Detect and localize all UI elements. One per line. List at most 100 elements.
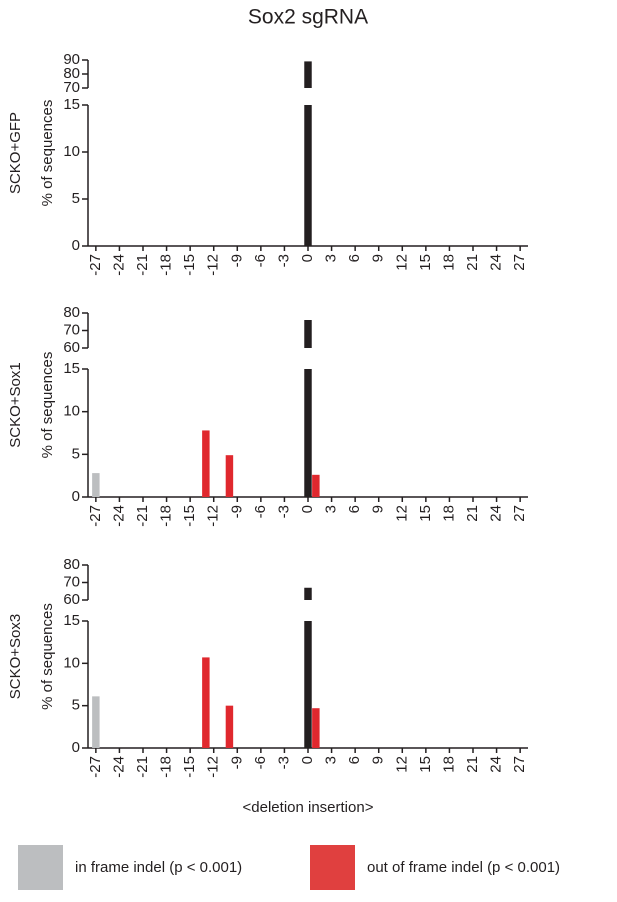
x-tick-label: 3	[323, 254, 340, 262]
x-tick-label: -3	[275, 756, 292, 769]
x-tick-label: -15	[181, 756, 198, 778]
x-tick-label: -21	[134, 505, 151, 527]
y-tick-label: 15	[63, 360, 80, 377]
bar	[92, 473, 100, 497]
x-tick-label: 6	[346, 756, 363, 764]
bar	[202, 430, 210, 497]
x-tick-label: -15	[181, 505, 198, 527]
x-tick-label: -24	[110, 756, 127, 778]
legend-label: out of frame indel (p < 0.001)	[367, 859, 560, 876]
y-tick-label: 10	[63, 403, 80, 420]
chart-title: Sox2 sgRNA	[248, 6, 368, 29]
y-tick-label: 80	[63, 65, 80, 82]
x-tick-label: 27	[511, 505, 528, 522]
x-tick-label: 27	[511, 254, 528, 271]
x-tick-label: 21	[464, 756, 481, 773]
x-tick-label: 24	[488, 505, 505, 522]
y-tick-label: 70	[63, 573, 80, 590]
x-tick-label: 0	[299, 254, 316, 262]
bar	[225, 705, 234, 748]
x-tick-label: -9	[228, 505, 245, 518]
y-tick-label: 10	[63, 143, 80, 160]
y-axis-label: % of sequences	[39, 603, 56, 710]
x-tick-label: 12	[393, 505, 410, 522]
x-tick-label: 12	[393, 254, 410, 271]
row-label: SCKO+Sox3	[7, 614, 24, 699]
legend-swatch	[310, 845, 355, 890]
x-tick-label: 12	[393, 756, 410, 773]
y-tick-label: 10	[63, 654, 80, 671]
x-tick-label: -18	[158, 254, 175, 276]
x-tick-label: -24	[110, 254, 127, 276]
x-tick-label: 18	[440, 756, 457, 773]
legend-label: in frame indel (p < 0.001)	[75, 859, 242, 876]
x-tick-label: 0	[299, 505, 316, 513]
x-tick-label: -18	[158, 756, 175, 778]
y-axis-label: % of sequences	[39, 352, 56, 459]
x-tick-label: 27	[511, 756, 528, 773]
row-label: SCKO+Sox1	[7, 362, 24, 447]
y-tick-label: 70	[63, 321, 80, 338]
x-tick-label: -27	[87, 505, 104, 527]
x-tick-label: 0	[299, 756, 316, 764]
x-tick-label: -27	[87, 756, 104, 778]
y-tick-label: 60	[63, 339, 80, 356]
legend-swatch	[18, 845, 63, 890]
y-tick-label: 15	[63, 612, 80, 629]
x-tick-label: -12	[205, 505, 222, 527]
x-tick-label: -15	[181, 254, 198, 276]
x-tick-label: -21	[134, 254, 151, 276]
x-axis-label: <deletion insertion>	[243, 799, 374, 816]
y-tick-label: 0	[72, 237, 80, 254]
y-tick-label: 0	[72, 488, 80, 505]
x-tick-label: 15	[417, 505, 434, 522]
x-tick-label: 9	[370, 505, 387, 513]
y-tick-label: 5	[72, 190, 80, 207]
x-tick-label: -24	[110, 505, 127, 527]
x-tick-label: -3	[275, 254, 292, 267]
y-tick-label: 60	[63, 591, 80, 608]
y-tick-label: 5	[72, 697, 80, 714]
bar	[225, 455, 234, 497]
bar	[202, 657, 210, 748]
bar-lower	[304, 105, 312, 246]
x-tick-label: 18	[440, 254, 457, 271]
y-tick-label: 90	[63, 51, 80, 68]
x-tick-label: 3	[323, 756, 340, 764]
x-tick-label: 15	[417, 756, 434, 773]
bar-upper	[304, 320, 312, 348]
row-label: SCKO+GFP	[7, 112, 24, 194]
x-tick-label: -3	[275, 505, 292, 518]
x-tick-label: -9	[228, 254, 245, 267]
x-tick-label: 9	[370, 254, 387, 262]
x-tick-label: -27	[87, 254, 104, 276]
x-tick-label: -6	[252, 505, 269, 518]
x-tick-label: 6	[346, 254, 363, 262]
y-tick-label: 15	[63, 96, 80, 113]
x-tick-label: -21	[134, 756, 151, 778]
x-tick-label: -6	[252, 254, 269, 267]
bar	[92, 696, 100, 748]
y-tick-label: 0	[72, 739, 80, 756]
bar	[312, 708, 320, 748]
x-tick-label: -18	[158, 505, 175, 527]
y-tick-label: 80	[63, 304, 80, 321]
x-tick-label: -12	[205, 254, 222, 276]
bar-upper	[304, 61, 312, 88]
y-axis-label: % of sequences	[39, 100, 56, 207]
y-tick-label: 70	[63, 79, 80, 96]
x-tick-label: 21	[464, 254, 481, 271]
x-tick-label: 6	[346, 505, 363, 513]
x-tick-label: -6	[252, 756, 269, 769]
bar-lower	[304, 621, 312, 748]
bar-lower	[304, 369, 312, 497]
x-tick-label: -12	[205, 756, 222, 778]
x-tick-label: -9	[228, 756, 245, 769]
y-tick-label: 80	[63, 556, 80, 573]
x-tick-label: 18	[440, 505, 457, 522]
x-tick-label: 3	[323, 505, 340, 513]
bar	[312, 474, 320, 497]
x-tick-label: 9	[370, 756, 387, 764]
x-tick-label: 21	[464, 505, 481, 522]
